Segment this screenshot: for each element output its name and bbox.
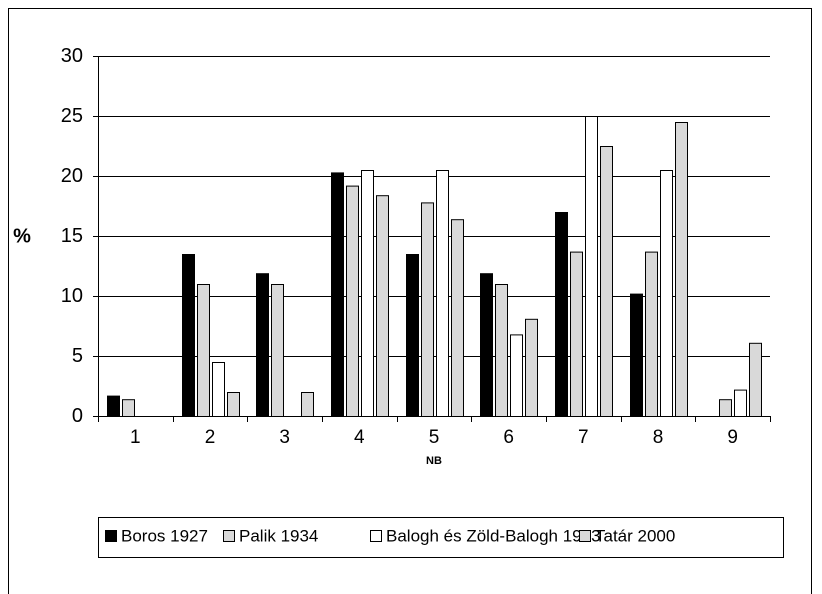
bar	[749, 342, 762, 417]
legend-swatch	[223, 530, 235, 542]
bar	[256, 273, 269, 418]
x-tick-label: 5	[429, 427, 440, 448]
bar	[600, 146, 613, 417]
y-tick-label: 5	[72, 345, 83, 367]
legend-label: Tatár 2000	[595, 526, 675, 545]
legend-label: Balogh és Zöld-Balogh 1993	[386, 526, 601, 545]
x-tick-label: 3	[279, 427, 290, 448]
bar	[734, 389, 747, 418]
bar	[719, 399, 732, 418]
bar	[227, 392, 240, 417]
bar	[182, 254, 195, 417]
x-tick-label: 6	[503, 427, 514, 448]
x-tick-label: 7	[578, 427, 589, 448]
y-tick-label: 25	[61, 105, 83, 127]
y-tick-label: 10	[61, 285, 83, 307]
bar	[271, 284, 284, 417]
bar	[107, 395, 120, 418]
legend-label: Boros 1927	[121, 526, 208, 545]
bar	[451, 219, 464, 417]
bar	[495, 284, 508, 417]
bar	[525, 318, 538, 417]
bar	[555, 212, 568, 417]
y-tick-label: 20	[61, 165, 83, 187]
bar	[331, 172, 344, 417]
x-tick-label: 9	[727, 427, 738, 448]
bar	[645, 251, 658, 417]
bar	[122, 399, 135, 418]
bar	[480, 273, 493, 418]
legend-label: Palik 1934	[239, 526, 318, 545]
bar	[346, 185, 359, 417]
bar	[197, 284, 210, 417]
y-axis-label: %	[13, 225, 31, 247]
bar	[212, 362, 225, 417]
bar	[585, 116, 598, 417]
bar	[436, 170, 449, 417]
y-tick-label: 30	[61, 45, 83, 67]
bar	[510, 334, 523, 417]
x-tick-label: 8	[653, 427, 664, 448]
bar	[570, 251, 583, 417]
x-axis-label: NB	[426, 455, 442, 467]
legend-swatch	[579, 530, 591, 542]
bar	[406, 254, 419, 417]
y-tick-label: 0	[72, 405, 83, 427]
bar	[675, 122, 688, 417]
bar	[361, 170, 374, 417]
bar	[660, 170, 673, 417]
legend-swatch	[370, 530, 382, 542]
x-tick-label: 2	[205, 427, 216, 448]
legend	[98, 517, 784, 558]
bar	[301, 392, 314, 417]
bar	[376, 195, 389, 417]
x-tick-label: 1	[130, 427, 141, 448]
bar	[421, 202, 434, 417]
x-tick-label: 4	[354, 427, 365, 448]
y-tick-label: 15	[61, 225, 83, 247]
bar	[630, 293, 643, 418]
legend-swatch	[105, 530, 117, 542]
